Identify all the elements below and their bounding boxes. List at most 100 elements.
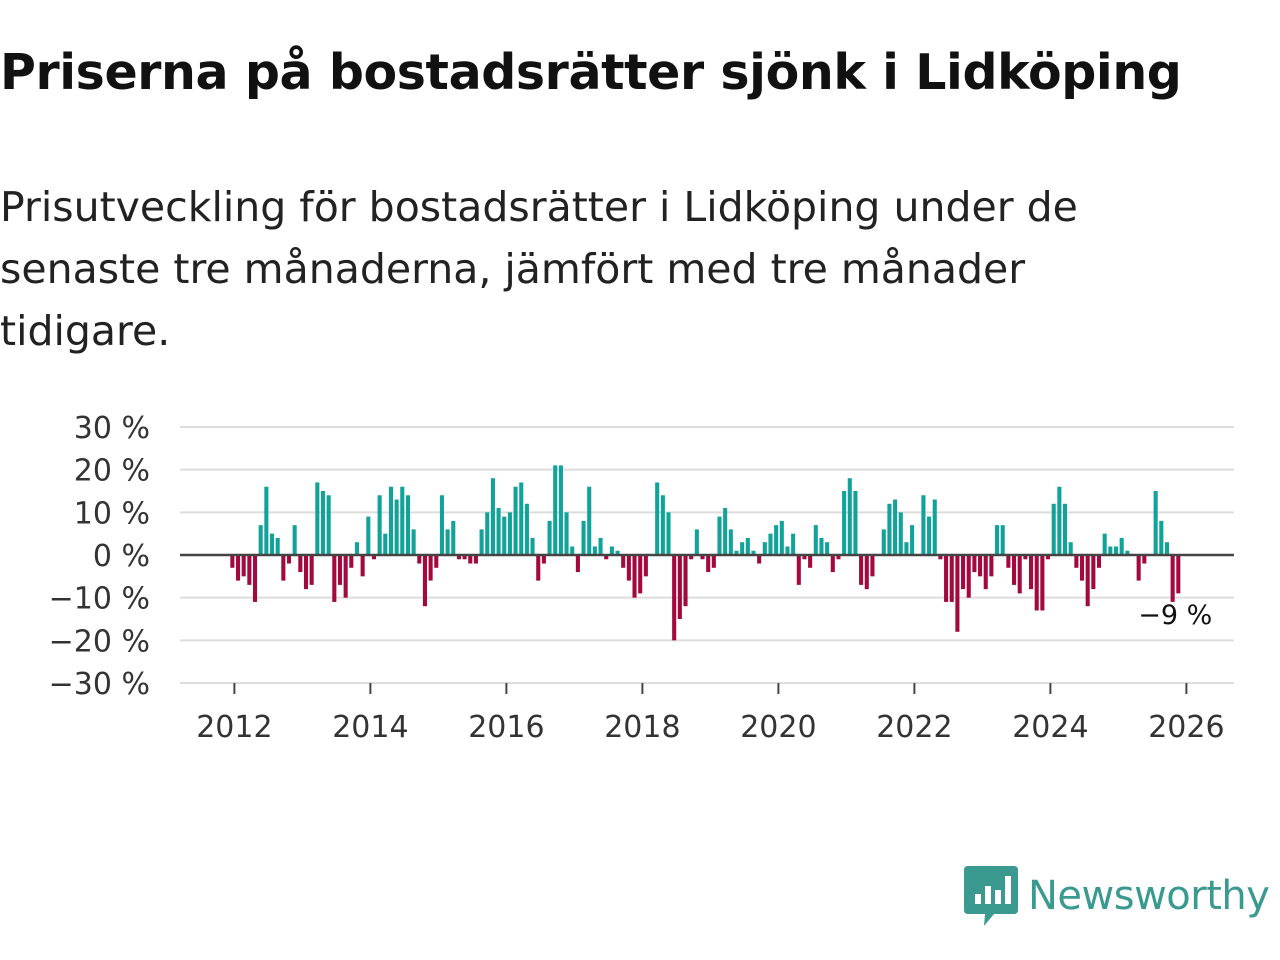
bar-negative xyxy=(1085,555,1090,607)
bar-positive xyxy=(785,546,790,555)
bar-negative xyxy=(938,555,943,560)
bar-positive xyxy=(519,482,524,555)
bar-positive xyxy=(734,550,739,555)
bar-negative xyxy=(434,555,439,568)
bar-positive xyxy=(547,520,552,555)
bar-negative xyxy=(343,555,348,598)
bar-negative xyxy=(298,555,303,573)
bar-positive xyxy=(530,537,535,555)
bar-negative xyxy=(252,555,258,602)
y-tick-label: 10 % xyxy=(74,496,150,531)
bar-positive xyxy=(842,491,847,555)
bar-positive xyxy=(581,520,586,555)
bar-positive xyxy=(881,529,886,555)
bar-positive xyxy=(660,495,665,555)
bar-positive xyxy=(847,478,852,555)
bar-positive xyxy=(910,525,915,555)
x-tick-label: 2024 xyxy=(1012,710,1088,745)
bar-positive xyxy=(609,546,614,555)
y-tick-label: 30 % xyxy=(74,411,150,446)
bar-positive xyxy=(717,516,722,555)
x-tick-label: 2012 xyxy=(196,710,272,745)
bar-positive xyxy=(1153,491,1158,555)
bar-positive xyxy=(570,546,575,555)
bar-positive xyxy=(502,516,507,555)
brand-name: Newsworthy xyxy=(1028,873,1270,919)
bar-positive xyxy=(694,529,699,555)
bar-negative xyxy=(235,555,241,581)
bar-negative xyxy=(836,555,841,560)
bar-negative xyxy=(830,555,835,573)
bar-negative xyxy=(672,555,677,641)
bar-positive xyxy=(400,486,405,555)
bar-negative xyxy=(230,555,235,568)
bar-positive xyxy=(1102,533,1107,555)
brand-logo: Newsworthy xyxy=(964,864,1270,928)
bar-negative xyxy=(989,555,994,577)
bar-negative xyxy=(456,555,461,560)
bar-negative xyxy=(337,555,343,585)
bar-negative xyxy=(241,555,246,577)
x-tick-label: 2016 xyxy=(468,710,544,745)
bar-positive xyxy=(1051,503,1056,555)
bar-negative xyxy=(247,555,252,585)
bar-positive xyxy=(388,486,393,555)
bar-positive xyxy=(524,503,529,555)
bar-positive xyxy=(887,503,892,555)
x-tick-label: 2020 xyxy=(740,710,816,745)
bar-positive xyxy=(1113,546,1119,555)
x-tick-label: 2014 xyxy=(332,710,408,745)
bar-negative xyxy=(1074,555,1079,568)
bar-positive xyxy=(292,525,297,555)
bar-chart: 30 % 20 % 10 % 0 % −10 % −20 % −30 % 2012 2014 20… xyxy=(49,411,1234,745)
x-tick-label: 2026 xyxy=(1148,710,1224,745)
bar-negative xyxy=(428,555,433,581)
bar-positive xyxy=(269,533,275,555)
bar-positive xyxy=(655,482,660,555)
bar-positive xyxy=(740,542,745,555)
bar-positive xyxy=(564,512,569,555)
x-tick-label: 2018 xyxy=(604,710,680,745)
bar-positive xyxy=(326,495,331,555)
bar-positive xyxy=(598,537,603,555)
bar-negative xyxy=(371,555,377,560)
bar-positive xyxy=(411,529,416,555)
bar-negative xyxy=(1012,555,1017,585)
bar-negative xyxy=(1017,555,1022,594)
bar-negative xyxy=(808,555,813,568)
bar-negative xyxy=(1176,555,1181,594)
bar-positive xyxy=(825,542,830,555)
bar-positive xyxy=(485,512,490,555)
bar-negative xyxy=(683,555,688,607)
newsworthy-logo-icon xyxy=(964,866,1018,926)
bar-positive xyxy=(1159,520,1164,555)
bar-positive xyxy=(490,478,495,555)
y-tick-label: 0 % xyxy=(93,539,150,574)
bar-negative xyxy=(1045,555,1051,560)
bar-negative xyxy=(802,555,807,560)
bar-negative xyxy=(473,555,478,564)
bar-negative xyxy=(309,555,314,585)
bar-positive xyxy=(383,533,388,555)
bar-negative xyxy=(360,555,365,577)
bar-positive xyxy=(1000,525,1005,555)
bar-negative xyxy=(349,555,354,568)
bar-negative xyxy=(643,555,648,577)
bar-positive xyxy=(779,520,784,555)
bar-negative xyxy=(621,555,626,568)
bar-positive xyxy=(1057,486,1062,555)
bar-negative xyxy=(638,555,643,594)
bar-positive xyxy=(762,542,767,555)
bar-positive xyxy=(366,516,371,555)
bar-positive xyxy=(558,465,563,555)
bar-positive xyxy=(275,537,280,555)
bar-positive xyxy=(898,512,903,555)
bar-negative xyxy=(1170,555,1175,602)
bar-negative xyxy=(632,555,637,598)
bar-positive xyxy=(774,525,779,555)
bar-positive xyxy=(592,546,597,555)
bar-negative xyxy=(1079,555,1085,581)
bar-positive xyxy=(932,499,937,555)
bar-negative xyxy=(983,555,988,590)
bar-positive xyxy=(921,495,926,555)
